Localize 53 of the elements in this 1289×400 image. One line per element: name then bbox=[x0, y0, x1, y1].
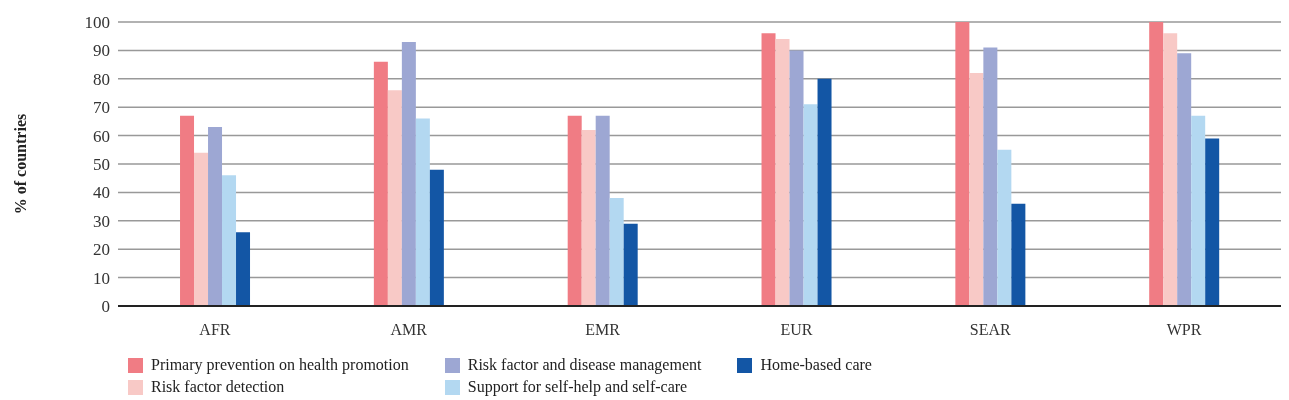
bar bbox=[1163, 33, 1178, 306]
x-tick-label: AMR bbox=[390, 321, 428, 339]
y-tick-label: 90 bbox=[93, 41, 110, 61]
bar bbox=[609, 198, 624, 306]
bar bbox=[969, 73, 984, 306]
bar bbox=[997, 149, 1012, 306]
y-tick-label: 20 bbox=[93, 240, 110, 260]
y-tick-label: 70 bbox=[93, 98, 110, 118]
bar bbox=[595, 115, 610, 306]
bar bbox=[429, 169, 444, 306]
bar bbox=[623, 223, 638, 306]
bar bbox=[373, 61, 388, 306]
x-tick-label: EMR bbox=[585, 321, 621, 339]
x-tick-label: WPR bbox=[1166, 321, 1202, 339]
bar bbox=[401, 41, 416, 306]
bar bbox=[567, 115, 582, 306]
y-tick-label: 0 bbox=[101, 297, 110, 317]
bar bbox=[803, 104, 818, 306]
bar bbox=[581, 129, 596, 306]
x-tick-label: AFR bbox=[199, 321, 231, 339]
bar bbox=[415, 118, 430, 306]
bar bbox=[1177, 53, 1192, 306]
y-tick-label: 30 bbox=[93, 211, 110, 231]
y-axis-title: % of countries bbox=[11, 113, 29, 215]
x-tick-label: EUR bbox=[780, 321, 813, 339]
bar bbox=[236, 232, 251, 306]
y-tick-label: 10 bbox=[93, 268, 110, 288]
bar bbox=[222, 175, 237, 306]
bar bbox=[1011, 203, 1026, 306]
bar bbox=[180, 115, 195, 306]
bar bbox=[775, 39, 790, 306]
y-tick-label: 40 bbox=[93, 183, 110, 203]
bar bbox=[208, 127, 223, 306]
bar bbox=[194, 152, 209, 306]
legend-label: Primary prevention on health promotion bbox=[151, 356, 409, 374]
bar bbox=[1149, 22, 1164, 306]
y-tick-label: 100 bbox=[84, 13, 110, 33]
bar bbox=[789, 50, 804, 306]
legend-label: Risk factor and disease management bbox=[467, 356, 702, 374]
bar bbox=[387, 90, 402, 306]
bar bbox=[1191, 115, 1206, 306]
legend-label: Support for self-help and self-care bbox=[467, 378, 688, 396]
bar bbox=[955, 22, 970, 306]
y-tick-label: 80 bbox=[93, 69, 110, 89]
bar bbox=[817, 78, 832, 306]
y-tick-label: 60 bbox=[93, 126, 110, 146]
y-tick-label: 50 bbox=[93, 155, 110, 175]
bar bbox=[1205, 138, 1220, 306]
legend-label: Home-based care bbox=[760, 356, 872, 374]
bar bbox=[983, 47, 998, 306]
legend-label: Risk factor detection bbox=[151, 378, 285, 396]
bar bbox=[761, 33, 776, 306]
x-tick-label: SEAR bbox=[969, 321, 1012, 339]
